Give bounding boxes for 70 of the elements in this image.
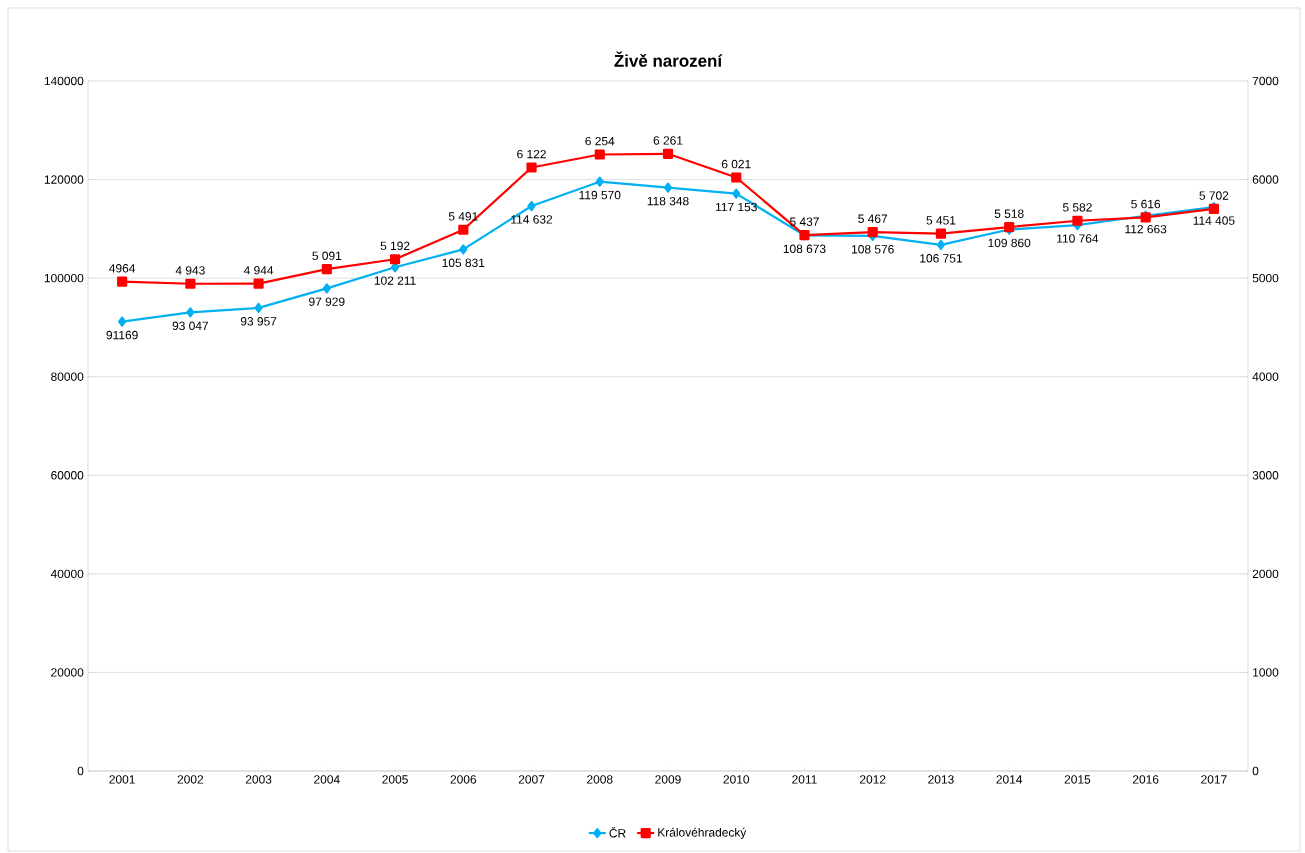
y-tick-label: 40000 (50, 569, 84, 579)
data-label: 4 944 (243, 266, 274, 275)
data-label: 5 616 (1131, 199, 1161, 209)
x-tick-label: 2014 (996, 775, 1023, 784)
data-label: 4964 (109, 264, 136, 273)
data-label: 109 860 (988, 238, 1031, 248)
x-tick-label: 2006 (450, 775, 477, 784)
x-tick-label: 2005 (382, 775, 408, 784)
data-label: 97 929 (309, 297, 345, 306)
legend-label: Královéhradecký (658, 827, 747, 840)
legend-label: ČR (609, 826, 626, 838)
x-tick-label: 2001 (109, 775, 135, 784)
data-label: 5 582 (1062, 203, 1092, 212)
data-label: 6 021 (721, 159, 751, 169)
data-label: 108 576 (852, 245, 894, 254)
data-label: 106 751 (920, 254, 962, 263)
data-label: 5 451 (926, 216, 956, 225)
data-label: 105 831 (442, 258, 485, 268)
y-tick-label: 100000 (44, 273, 84, 283)
data-label: 114 405 (1193, 216, 1235, 225)
y2-tick-label: 3000 (1252, 471, 1279, 480)
data-label: 5 491 (448, 212, 478, 221)
x-tick-label: 2016 (1132, 775, 1159, 784)
x-tick-label: 2009 (655, 775, 681, 784)
data-label: 5 518 (994, 209, 1024, 218)
chart-title: Živě narození (614, 51, 723, 67)
x-tick-label: 2008 (587, 775, 613, 784)
x-tick-label: 2012 (860, 775, 886, 784)
data-label: 5 437 (790, 217, 819, 226)
x-tick-label: 2013 (928, 775, 954, 784)
y-tick-label: 60000 (51, 471, 84, 480)
data-label: 5 467 (858, 214, 888, 223)
data-label: 110 764 (1057, 234, 1099, 243)
x-tick-label: 2017 (1201, 775, 1227, 784)
data-label: 93 047 (172, 321, 209, 331)
y2-tick-label: 1000 (1253, 668, 1279, 677)
x-tick-label: 2015 (1064, 775, 1091, 784)
y-tick-label: 120000 (44, 175, 84, 184)
y-tick-label: 140000 (44, 76, 84, 86)
x-tick-label: 2007 (518, 775, 545, 784)
data-label: 114 632 (511, 215, 553, 224)
y2-tick-label: 5000 (1252, 273, 1279, 283)
data-label: 5 091 (312, 251, 342, 260)
y2-tick-label: 2000 (1252, 569, 1279, 579)
data-label: 119 570 (579, 190, 621, 200)
data-label: 5 192 (380, 241, 410, 251)
data-label: 4 943 (175, 266, 205, 275)
data-label: 6 122 (517, 149, 546, 159)
y2-tick-label: 7000 (1252, 76, 1279, 86)
y-tick-label: 80000 (51, 372, 84, 381)
data-label: 112 663 (1125, 224, 1167, 234)
x-tick-label: 2004 (314, 775, 340, 784)
y2-tick-label: 6000 (1252, 175, 1279, 184)
x-tick-label: 2011 (792, 775, 817, 784)
data-label: 108 673 (783, 244, 826, 254)
data-label: 6 254 (585, 136, 615, 146)
y2-tick-label: 4000 (1252, 372, 1279, 381)
y2-tick-label: 0 (1252, 766, 1259, 776)
data-label: 102 211 (374, 276, 416, 285)
data-label: 91169 (106, 330, 138, 340)
data-label: 118 348 (647, 196, 689, 206)
x-tick-label: 2003 (245, 775, 272, 784)
x-tick-label: 2002 (177, 775, 204, 784)
y-tick-label: 0 (77, 766, 84, 776)
data-label: 93 957 (240, 317, 277, 326)
data-label: 6 261 (653, 136, 683, 145)
x-tick-label: 2010 (723, 775, 750, 784)
y-tick-label: 20000 (51, 668, 84, 677)
data-label: 117 153 (715, 202, 757, 212)
data-label: 5 702 (1199, 191, 1229, 200)
